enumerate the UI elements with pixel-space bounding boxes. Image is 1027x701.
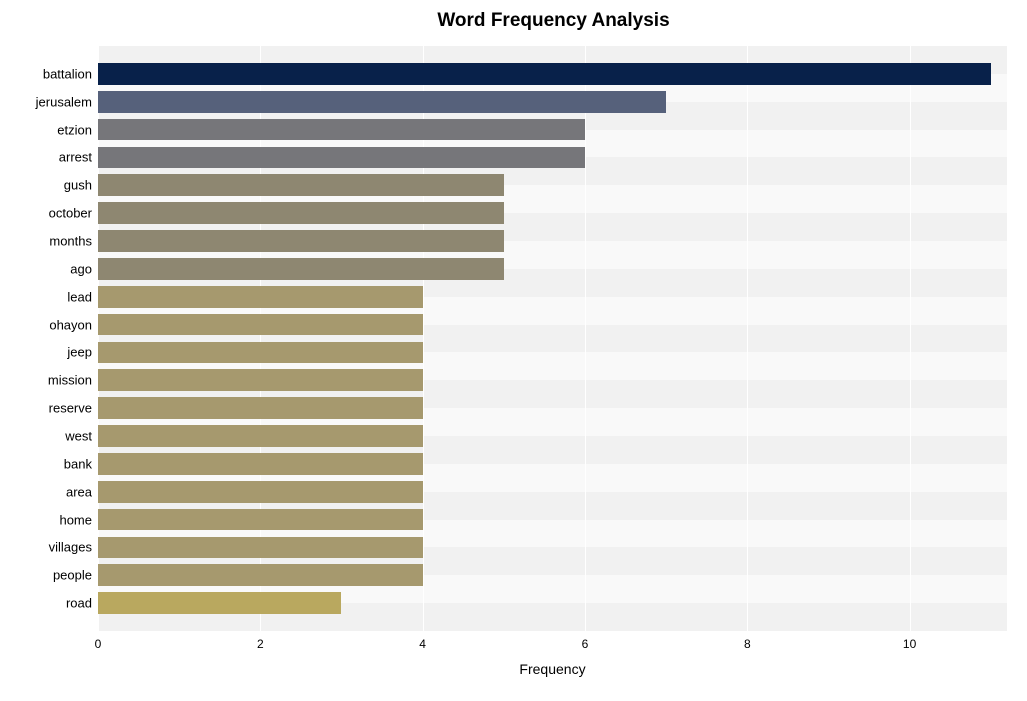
y-label-ago: ago (70, 261, 92, 276)
bar-mission (98, 369, 423, 391)
bar-ago (98, 258, 504, 280)
bar-months (98, 230, 504, 252)
chart-title: Word Frequency Analysis (10, 10, 1017, 32)
bar-villages (98, 537, 423, 559)
y-label-jeep: jeep (67, 345, 92, 360)
x-axis-label: Frequency (519, 661, 585, 677)
x-tick-label: 8 (744, 637, 751, 651)
x-tick-label: 6 (582, 637, 589, 651)
y-label-mission: mission (48, 373, 92, 388)
y-label-bank: bank (64, 456, 92, 471)
grid-vline (585, 46, 586, 631)
x-tick-label: 10 (903, 637, 916, 651)
x-tick-label: 4 (419, 637, 426, 651)
bar-home (98, 509, 423, 531)
y-label-home: home (59, 512, 92, 527)
bar-october (98, 202, 504, 224)
bar-battalion (98, 63, 991, 85)
y-label-villages: villages (49, 540, 92, 555)
bar-ohayon (98, 314, 423, 336)
bar-people (98, 564, 423, 586)
y-label-jerusalem: jerusalem (36, 94, 92, 109)
y-label-lead: lead (67, 289, 92, 304)
y-label-battalion: battalion (43, 66, 92, 81)
grid-vline (910, 46, 911, 631)
bar-bank (98, 453, 423, 475)
bar-jerusalem (98, 91, 666, 113)
bar-arrest (98, 147, 585, 169)
grid-vline (747, 46, 748, 631)
y-label-road: road (66, 596, 92, 611)
bar-etzion (98, 119, 585, 141)
y-label-months: months (49, 234, 92, 249)
bar-gush (98, 174, 504, 196)
y-label-ohayon: ohayon (49, 317, 92, 332)
plot-area: 0246810battalionjerusalemetzionarrestgus… (98, 46, 1007, 631)
bar-road (98, 592, 341, 614)
bar-west (98, 425, 423, 447)
x-tick-label: 0 (95, 637, 102, 651)
bar-reserve (98, 397, 423, 419)
bar-lead (98, 286, 423, 308)
bar-jeep (98, 342, 423, 364)
y-label-etzion: etzion (57, 122, 92, 137)
y-label-october: october (49, 206, 92, 221)
x-tick-label: 2 (257, 637, 264, 651)
y-label-gush: gush (64, 178, 92, 193)
bar-area (98, 481, 423, 503)
y-label-west: west (65, 429, 92, 444)
y-label-area: area (66, 484, 92, 499)
y-label-arrest: arrest (59, 150, 92, 165)
word-frequency-chart: Word Frequency Analysis 0246810battalion… (10, 10, 1017, 691)
y-label-reserve: reserve (49, 401, 92, 416)
y-label-people: people (53, 568, 92, 583)
